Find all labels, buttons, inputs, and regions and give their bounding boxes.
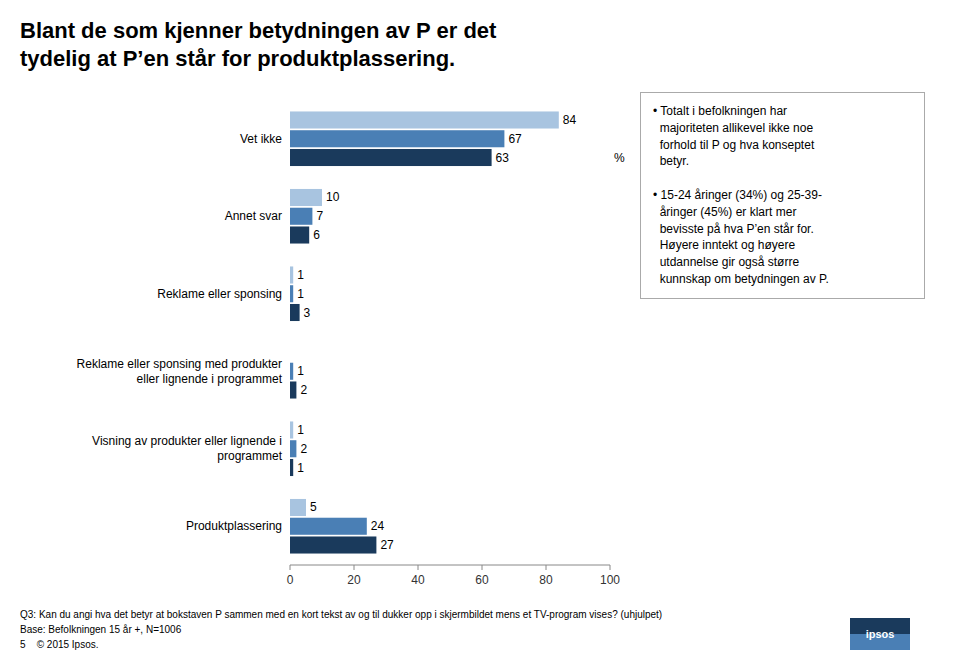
category-label: Annet svar	[225, 209, 282, 223]
bar	[290, 421, 293, 438]
bar	[290, 130, 504, 147]
category-label: Reklame eller sponsing	[157, 287, 282, 301]
data-label: 1	[297, 287, 304, 301]
category-label: Vet ikke	[240, 132, 282, 146]
category-label-line: programmet	[217, 449, 282, 463]
title: Blant de som kjenner betydningen av P er…	[20, 18, 497, 71]
x-tick	[610, 565, 611, 570]
data-label: 2	[300, 442, 307, 456]
category-label: Produktplassering	[186, 519, 282, 533]
data-label: 2	[300, 383, 307, 397]
x-tick-label: 0	[287, 573, 294, 587]
bar	[290, 285, 293, 302]
axis-label: %	[614, 151, 625, 165]
data-label: 27	[380, 538, 394, 552]
footnote: Q3: Kan du angi hva det betyr at bokstav…	[20, 609, 662, 620]
x-tick	[354, 565, 355, 570]
x-tick-label: 20	[347, 573, 361, 587]
x-axis-line	[290, 565, 610, 566]
bar	[290, 381, 296, 398]
title-line: tydelig at P’en står for produktplasseri…	[20, 46, 455, 71]
bar	[290, 499, 306, 516]
bar	[290, 536, 376, 553]
x-tick-label: 40	[411, 573, 425, 587]
data-label: 1	[297, 268, 304, 282]
category-label-line: Visning av produkter eller lignende i	[92, 434, 282, 448]
bar	[290, 344, 291, 361]
category-label: Reklame eller sponsing med produkterelle…	[77, 357, 283, 386]
bar	[290, 518, 367, 535]
footnote: 5 © 2015 Ipsos.	[20, 639, 99, 650]
x-tick	[482, 565, 483, 570]
background	[0, 0, 960, 663]
x-tick-label: 60	[475, 573, 489, 587]
category-label-line: Reklame eller sponsing	[157, 287, 282, 301]
category-label-line: Produktplassering	[186, 519, 282, 533]
category-label-line: Vet ikke	[240, 132, 282, 146]
bar	[290, 266, 293, 283]
data-label: 1	[297, 364, 304, 378]
annotation: • Totalt i befolkningen har majoriteten …	[640, 92, 925, 299]
category-label: Visning av produkter eller lignende ipro…	[92, 434, 283, 463]
title-line: Blant de som kjenner betydningen av P er…	[20, 18, 497, 43]
bar	[290, 440, 296, 457]
chart-container: {"chart_data": {"type": "bar", "orientat…	[0, 0, 960, 663]
bar	[290, 226, 309, 243]
x-tick-label: 100	[600, 573, 620, 587]
data-label: 10	[326, 190, 340, 204]
category-label-line: Reklame eller sponsing med produkter	[77, 357, 282, 371]
bar	[290, 208, 312, 225]
logo-text: ipsos	[866, 628, 895, 640]
category-label-line: Annet svar	[225, 209, 282, 223]
data-label: 1	[297, 461, 304, 475]
data-label: 67	[508, 132, 522, 146]
bar	[290, 363, 293, 380]
bar	[290, 189, 322, 206]
footnote: Base: Befolkningen 15 år +, N=1006	[20, 624, 182, 635]
x-tick-label: 80	[539, 573, 553, 587]
bars	[290, 111, 559, 553]
data-label: 7	[316, 209, 323, 223]
data-label: 63	[496, 151, 510, 165]
data-label: 24	[371, 519, 385, 533]
bar	[290, 149, 492, 166]
data-label: 6	[313, 228, 320, 242]
data-label: 3	[304, 306, 311, 320]
x-tick	[546, 565, 547, 570]
x-tick	[418, 565, 419, 570]
bar	[290, 304, 300, 321]
data-label: 5	[310, 500, 317, 514]
x-tick	[290, 565, 291, 570]
bar	[290, 111, 559, 128]
category-label-line: eller lignende i programmet	[137, 372, 283, 386]
data-label: 1	[297, 423, 304, 437]
bar	[290, 459, 293, 476]
data-label: 84	[563, 113, 577, 127]
